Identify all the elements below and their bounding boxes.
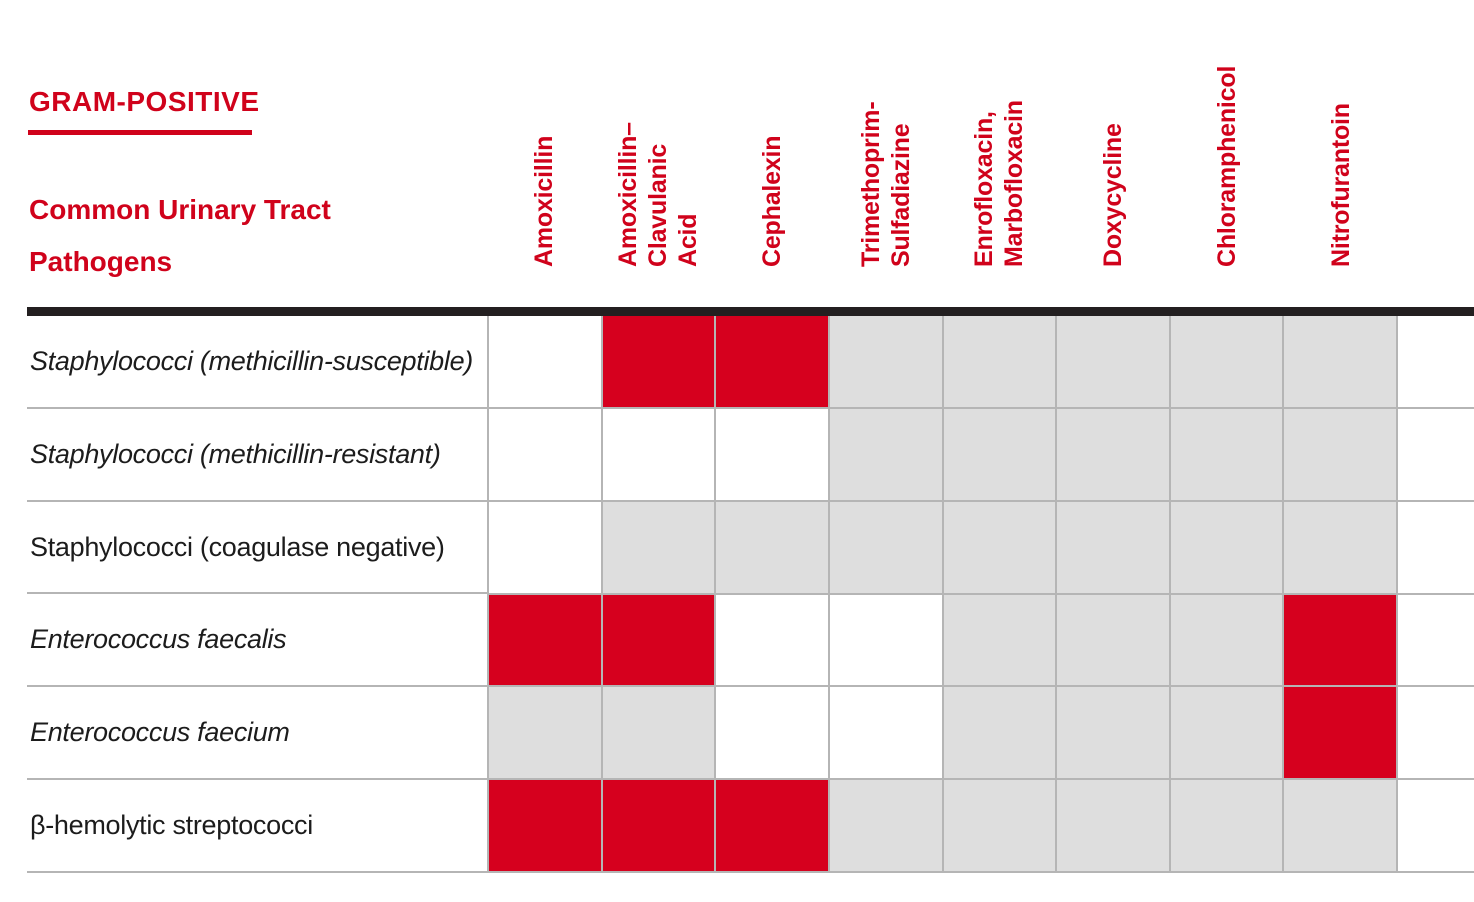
cell-5-margin (1398, 780, 1474, 873)
cell-4-chloramphenicol (1170, 687, 1285, 781)
cell-2-amoxicillin-clavulanic-acid (602, 501, 717, 595)
cell-0-nitrofurantoin (1284, 316, 1398, 409)
column-header-line: Nitrofurantoin (1327, 103, 1356, 267)
column-header-amoxicillin: Amoxicillin (529, 11, 559, 267)
cell-0-cephalexin (716, 316, 830, 409)
cell-5-nitrofurantoin (1284, 780, 1398, 873)
cell-1-margin (1398, 408, 1474, 502)
cell-2-margin (1398, 501, 1474, 595)
cell-0-trimethoprim-sulfadiazine (829, 316, 944, 409)
cell-2-doxycycline (1057, 501, 1171, 595)
cell-2-cephalexin (716, 501, 830, 595)
column-header-line: Marbofloxacin (1000, 100, 1029, 267)
cell-1-trimethoprim-sulfadiazine (829, 408, 944, 502)
cell-3-doxycycline (1057, 594, 1171, 688)
cell-3-cephalexin (716, 594, 830, 688)
cell-3-chloramphenicol (1170, 594, 1285, 688)
column-header-nitrofurantoin: Nitrofurantoin (1326, 11, 1356, 267)
column-header-doxycycline: Doxycycline (1098, 11, 1128, 267)
cell-0-chloramphenicol (1170, 316, 1285, 409)
column-header-line: Amoxicillin (529, 135, 558, 267)
row-label-4: Enterococcus faecium (27, 687, 487, 781)
cell-1-amoxicillin-clavulanic-acid (602, 408, 717, 502)
cell-2-chloramphenicol (1170, 501, 1285, 595)
column-header-line: Amoxicillin– (613, 122, 642, 267)
cell-0-doxycycline (1057, 316, 1171, 409)
cell-4-margin (1398, 687, 1474, 781)
column-header-line: Enrofloxacin, (970, 111, 999, 267)
column-header-chloramphenicol: Chloramphenicol (1212, 11, 1242, 267)
cell-5-doxycycline (1057, 780, 1171, 873)
category-title: GRAM-POSITIVE (29, 86, 260, 117)
cell-2-nitrofurantoin (1284, 501, 1398, 595)
cell-0-margin (1398, 316, 1474, 409)
cell-1-enrofloxacin-marbofloxacin (943, 408, 1058, 502)
cell-1-cephalexin (716, 408, 830, 502)
cell-4-trimethoprim-sulfadiazine (829, 687, 944, 781)
row-label-5: β-hemolytic streptococci (27, 780, 487, 873)
row-labels: Staphylococci (methicillin-susceptible) S… (27, 316, 487, 873)
cell-4-amoxicillin-clavulanic-acid (602, 687, 717, 781)
row-label-3: Enterococcus faecalis (27, 594, 487, 688)
cell-5-chloramphenicol (1170, 780, 1285, 873)
cell-4-enrofloxacin-marbofloxacin (943, 687, 1058, 781)
column-header-trimethoprim-sulfadiazine: Trimethoprim- Sulfadiazine (856, 11, 916, 267)
title-underline (28, 130, 252, 135)
cell-5-enrofloxacin-marbofloxacin (943, 780, 1058, 873)
cell-3-nitrofurantoin (1284, 594, 1398, 688)
cell-2-amoxicillin (489, 501, 603, 595)
column-header-line: Cephalexin (757, 135, 786, 267)
column-header-line: Trimethoprim- (856, 101, 885, 267)
cell-4-amoxicillin (489, 687, 603, 781)
cell-2-enrofloxacin-marbofloxacin (943, 501, 1058, 595)
pathogen-group-subtitle: Common Urinary Tract Pathogens (29, 194, 331, 277)
cell-5-cephalexin (716, 780, 830, 873)
cell-0-enrofloxacin-marbofloxacin (943, 316, 1058, 409)
cell-4-doxycycline (1057, 687, 1171, 781)
cell-3-amoxicillin-clavulanic-acid (602, 594, 717, 688)
column-header-enrofloxacin-marbofloxacin: Enrofloxacin, Marbofloxacin (969, 11, 1029, 267)
cell-3-margin (1398, 594, 1474, 688)
cell-1-amoxicillin (489, 408, 603, 502)
column-header-amoxicillin-clavulanic-acid: Amoxicillin– Clavulanic Acid (613, 11, 703, 267)
column-header-line: Acid (673, 213, 702, 267)
cell-3-amoxicillin (489, 594, 603, 688)
cell-0-amoxicillin-clavulanic-acid (602, 316, 717, 409)
cell-2-trimethoprim-sulfadiazine (829, 501, 944, 595)
row-label-1: Staphylococci (methicillin-resistant) (27, 409, 487, 502)
cell-3-enrofloxacin-marbofloxacin (943, 594, 1058, 688)
row-label-0: Staphylococci (methicillin-susceptible) (27, 316, 487, 409)
matrix-grid (487, 316, 1474, 873)
cell-3-trimethoprim-sulfadiazine (829, 594, 944, 688)
cell-1-chloramphenicol (1170, 408, 1285, 502)
cell-5-amoxicillin (489, 780, 603, 873)
cell-4-cephalexin (716, 687, 830, 781)
cell-5-amoxicillin-clavulanic-acid (602, 780, 717, 873)
column-header-line: Chloramphenicol (1213, 65, 1242, 267)
column-header-line: Doxycycline (1099, 123, 1128, 267)
column-header-cephalexin: Cephalexin (757, 11, 787, 267)
cell-5-trimethoprim-sulfadiazine (829, 780, 944, 873)
table-top-bar (27, 307, 1474, 316)
column-header-line: Clavulanic (643, 143, 672, 267)
cell-1-nitrofurantoin (1284, 408, 1398, 502)
row-label-2: Staphylococci (coagulase negative) (27, 502, 487, 595)
cell-4-nitrofurantoin (1284, 687, 1398, 781)
cell-0-amoxicillin (489, 316, 603, 409)
cell-1-doxycycline (1057, 408, 1171, 502)
column-header-line: Sulfadiazine (886, 123, 915, 267)
